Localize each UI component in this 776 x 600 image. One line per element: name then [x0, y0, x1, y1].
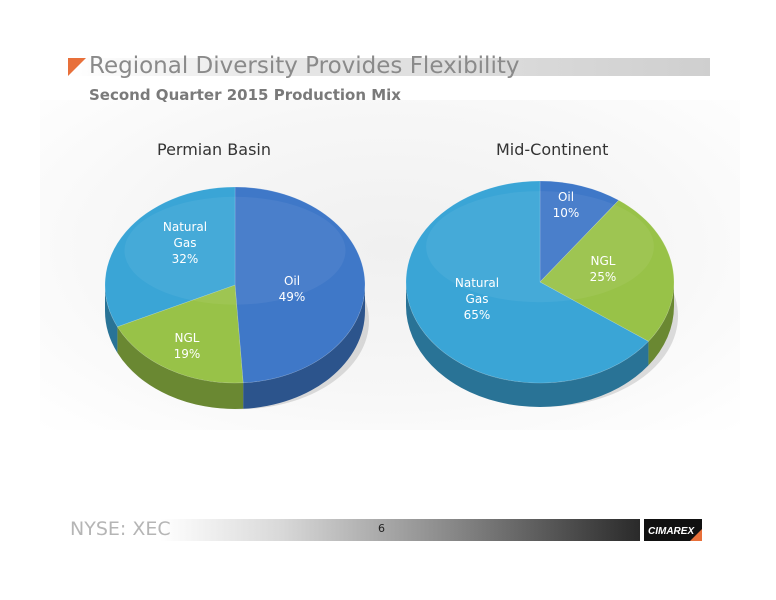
- pie-highlight: [124, 196, 346, 305]
- pie-label-ngl: NGL 25%: [590, 254, 617, 284]
- slide-title: Regional Diversity Provides Flexibility: [89, 53, 520, 79]
- pie-side-oil: [243, 285, 365, 409]
- chart-title-permian: Permian Basin: [157, 140, 271, 159]
- pie-slice-natural-gas: [104, 186, 236, 328]
- cimarex-logo: CIMAREX: [644, 519, 702, 541]
- pie-side-natural-gas: [406, 282, 649, 407]
- pie-label-oil: Oil 10%: [553, 190, 580, 220]
- pie-slice-ngl: [116, 284, 244, 384]
- chart-title-mid-continent: Mid-Continent: [496, 140, 609, 159]
- pie-label-oil: Oil 49%: [279, 274, 306, 304]
- slide-subtitle: Second Quarter 2015 Production Mix: [89, 86, 401, 104]
- pie-slice-oil: [234, 186, 366, 384]
- title-accent-triangle: [68, 58, 86, 76]
- pie-slice-ngl: [539, 199, 675, 342]
- pie-side-natural-gas: [105, 285, 118, 353]
- pie-highlight: [426, 191, 654, 303]
- pie-side-ngl: [117, 326, 244, 409]
- pie-slice-oil: [539, 180, 620, 283]
- pie-label-ngl: NGL 19%: [174, 331, 201, 361]
- title-bar: [68, 58, 710, 76]
- pie-slice-natural-gas: [405, 180, 649, 384]
- svg-text:CIMAREX: CIMAREX: [648, 526, 695, 537]
- page-number: 6: [378, 522, 385, 535]
- footer-ticker: NYSE: XEC: [70, 518, 171, 540]
- pie-side-ngl: [648, 282, 674, 366]
- pie-label-natural-gas: Natural Gas 65%: [455, 276, 499, 322]
- pie-label-natural-gas: Natural Gas 32%: [163, 220, 207, 266]
- footer-bar: [160, 519, 640, 541]
